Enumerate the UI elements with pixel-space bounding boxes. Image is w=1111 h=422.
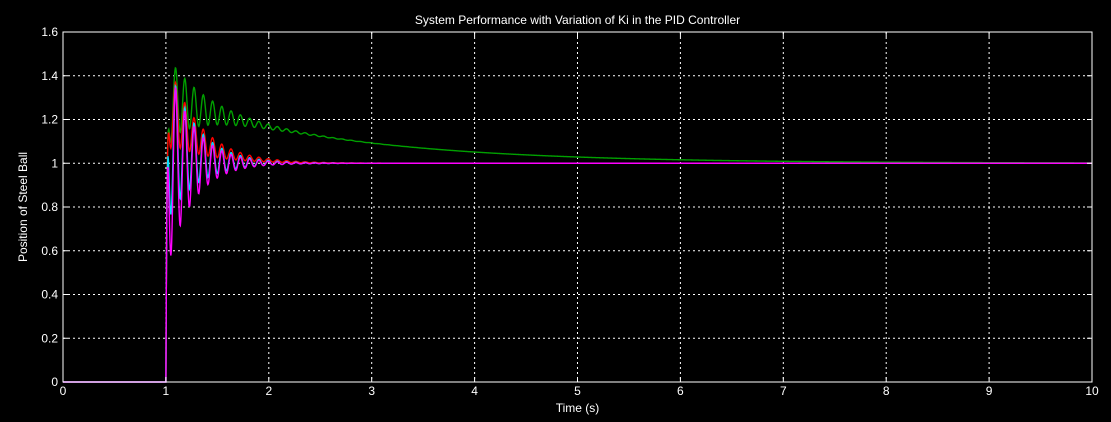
y-tick-label: 0.8 [41, 200, 58, 214]
x-tick-label: 9 [986, 384, 993, 398]
x-tick-label: 3 [368, 384, 375, 398]
x-tick-label: 2 [265, 384, 272, 398]
chart-title: System Performance with Variation of Ki … [415, 13, 740, 27]
y-tick-label: 0 [51, 375, 58, 389]
x-tick-label: 1 [163, 384, 170, 398]
x-tick-label: 6 [677, 384, 684, 398]
x-tick-label: 0 [60, 384, 67, 398]
x-tick-labels: 0 1 2 3 4 5 6 7 8 9 10 [60, 32, 1099, 398]
y-tick-label: 0.4 [41, 288, 58, 302]
x-tick-label: 7 [780, 384, 787, 398]
y-tick-label: 0.2 [41, 331, 58, 345]
y-tick-label: 1.2 [41, 113, 58, 127]
y-tick-label: 1 [51, 156, 58, 170]
x-tick-label: 4 [471, 384, 478, 398]
y-tick-label: 0.6 [41, 244, 58, 258]
y-tick-label: 1.6 [41, 25, 58, 39]
x-tick-label: 8 [883, 384, 890, 398]
series-line-4 [63, 86, 1092, 383]
x-axis-label: Time (s) [556, 401, 600, 415]
x-tick-label: 5 [574, 384, 581, 398]
y-tick-label: 1.4 [41, 69, 58, 83]
y-axis-label: Position of Steel Ball [16, 152, 30, 262]
grid-lines [63, 32, 1092, 382]
x-tick-label: 10 [1085, 384, 1099, 398]
y-tick-labels: 0 0.2 0.4 0.6 0.8 1 1.2 1.4 1.6 [41, 25, 1092, 389]
series-line-1 [63, 66, 1092, 383]
series-curves [63, 66, 1092, 383]
